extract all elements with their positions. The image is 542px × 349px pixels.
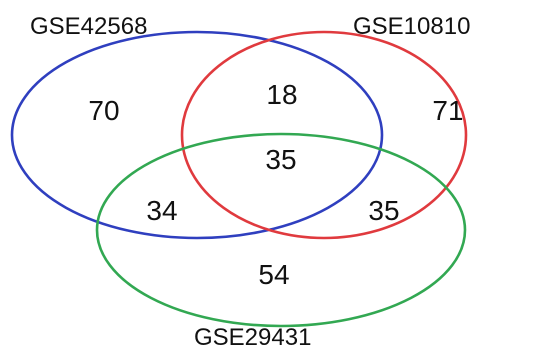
count-gse42568-gse29431: 34 <box>146 195 177 226</box>
count-gse10810-gse29431: 35 <box>368 195 399 226</box>
count-gse42568-gse10810: 18 <box>266 79 297 110</box>
set-label-gse10810: GSE10810 <box>353 13 470 40</box>
circle-gse42568 <box>10 30 384 240</box>
set-label-gse42568: GSE42568 <box>30 13 147 40</box>
count-only-gse10810: 71 <box>432 95 463 126</box>
circle-gse10810 <box>180 30 468 240</box>
count-only-gse29431: 54 <box>258 259 289 290</box>
count-only-gse42568: 70 <box>88 95 119 126</box>
count-all-three: 35 <box>265 144 296 175</box>
circle-gse29431 <box>95 132 467 328</box>
set-label-gse29431: GSE29431 <box>194 324 311 349</box>
